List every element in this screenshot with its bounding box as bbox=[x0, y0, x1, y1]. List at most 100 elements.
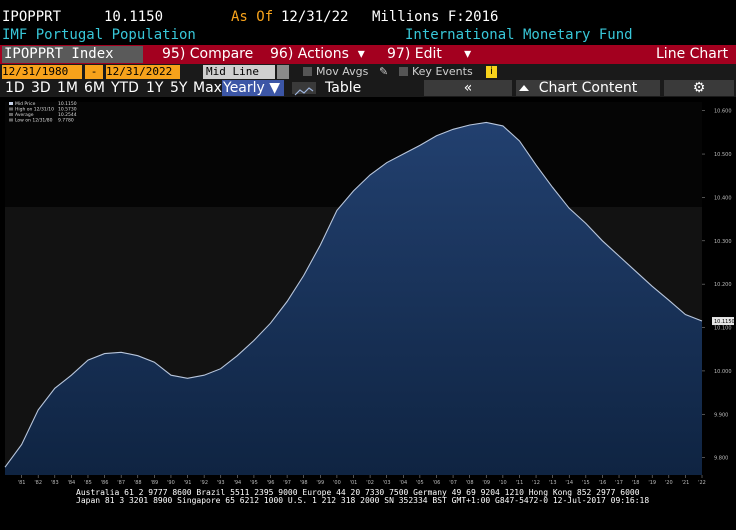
expand-up-icon[interactable] bbox=[519, 85, 529, 91]
x-tick-label: '85 bbox=[84, 480, 92, 486]
x-tick-label: '81 bbox=[18, 480, 26, 486]
x-tick-label: '86 bbox=[101, 480, 109, 486]
y-tick-label: 10.600 bbox=[714, 109, 732, 115]
legend-swatch bbox=[9, 118, 13, 122]
chart-content-button[interactable]: Chart Content bbox=[516, 80, 660, 96]
legend-value: 10.2544 bbox=[58, 112, 77, 118]
frequency-select[interactable]: Yearly ▼ bbox=[222, 80, 284, 96]
period-5y[interactable]: 5Y bbox=[170, 80, 188, 96]
last-value: 10.1150 bbox=[104, 9, 164, 25]
mov-avgs-checkbox[interactable] bbox=[303, 67, 312, 76]
chart-icon[interactable] bbox=[292, 82, 316, 96]
y-tick-label: 10.300 bbox=[714, 239, 732, 245]
x-tick-label: '89 bbox=[150, 480, 158, 486]
x-tick-label: '13 bbox=[549, 480, 557, 486]
pen-icon[interactable]: ✎ bbox=[379, 65, 389, 78]
date-separator: - bbox=[85, 65, 103, 79]
chart-area: '81 '82 '83 '84 '85 '86 '87 '88 '89 '90 '91 '92 '93 '… bbox=[0, 97, 736, 487]
x-tick-label: '01 bbox=[350, 480, 358, 486]
y-tick-label: 9.800 bbox=[714, 456, 728, 462]
last-price-tag bbox=[712, 317, 734, 326]
source-label: International Monetary Fund bbox=[405, 27, 633, 43]
x-tick-label: '91 bbox=[184, 480, 192, 486]
period-3d[interactable]: 3D bbox=[31, 80, 51, 96]
key-events-checkbox[interactable] bbox=[399, 67, 408, 76]
ticker: IPOPPRT bbox=[2, 9, 62, 25]
legend-label: Low on 12/31/80 bbox=[15, 118, 53, 124]
period-1y[interactable]: 1Y bbox=[146, 80, 164, 96]
legend-swatch bbox=[9, 107, 13, 111]
period-ytd[interactable]: YTD bbox=[111, 80, 139, 96]
index-field[interactable]: IPOPPRT Index bbox=[2, 46, 143, 63]
series-area bbox=[5, 122, 702, 476]
x-tick-label: '12 bbox=[532, 480, 540, 486]
legend-value: 10.1150 bbox=[58, 101, 77, 107]
gear-icon[interactable]: ⚙ bbox=[664, 80, 734, 96]
start-date-input[interactable]: 12/31/1980 bbox=[2, 65, 82, 79]
period-max[interactable]: Max bbox=[193, 80, 222, 96]
key-events-label: Key Events bbox=[412, 65, 473, 78]
x-tick-label: '98 bbox=[300, 480, 308, 486]
legend-swatch bbox=[9, 113, 13, 116]
x-tick-label: '99 bbox=[316, 480, 324, 486]
x-tick-label: '21 bbox=[682, 480, 690, 486]
chart-type-label[interactable]: Line Chart bbox=[656, 46, 729, 62]
x-tick-label: '11 bbox=[516, 480, 524, 486]
as-of-date: 12/31/22 bbox=[281, 9, 349, 25]
x-tick-label: '06 bbox=[433, 480, 441, 486]
x-tick-label: '93 bbox=[217, 480, 225, 486]
as-of-label: As Of bbox=[231, 9, 274, 25]
y-tick-label: 9.900 bbox=[714, 412, 728, 418]
x-tick-label: '07 bbox=[449, 480, 457, 486]
x-tick-label: '09 bbox=[482, 480, 490, 486]
series-title: IMF Portugal Population bbox=[2, 27, 196, 43]
period-6m[interactable]: 6M bbox=[84, 80, 105, 96]
legend-value: 10.5730 bbox=[58, 107, 77, 113]
legend-swatch bbox=[9, 102, 13, 105]
y-tick-label: 10.100 bbox=[714, 326, 732, 332]
legend-label: High on 12/31/10 bbox=[15, 107, 54, 113]
x-tick-label: '84 bbox=[68, 480, 76, 486]
legend-label: Mid Price bbox=[15, 101, 36, 107]
x-tick-label: '18 bbox=[632, 480, 640, 486]
x-tick-label: '04 bbox=[399, 480, 407, 486]
field-select[interactable]: Mid Line bbox=[203, 65, 275, 79]
period-1d[interactable]: 1D bbox=[5, 80, 25, 96]
x-tick-label: '10 bbox=[499, 480, 507, 486]
last-price-label: 10.1150 bbox=[714, 319, 735, 325]
series-line bbox=[4, 121, 703, 468]
table-button[interactable]: Table bbox=[325, 80, 362, 96]
x-tick-label: '97 bbox=[283, 480, 291, 486]
legend-label: Average bbox=[15, 112, 34, 118]
x-tick-label: '96 bbox=[267, 480, 275, 486]
x-tick-label: '87 bbox=[117, 480, 125, 486]
x-tick-label: '88 bbox=[134, 480, 142, 486]
x-tick-label: '00 bbox=[333, 480, 341, 486]
date-row bbox=[0, 64, 736, 80]
x-tick-label: '22 bbox=[698, 480, 706, 486]
legend-value: 9.7780 bbox=[58, 118, 74, 124]
edit-button[interactable]: 97) Edit ▾ bbox=[387, 46, 472, 62]
x-tick-label: '83 bbox=[51, 480, 59, 486]
x-tick-label: '08 bbox=[466, 480, 474, 486]
chevron-down-icon: ▾ bbox=[464, 46, 472, 62]
collapse-button[interactable]: « bbox=[424, 80, 512, 96]
x-tick-label: '94 bbox=[233, 480, 241, 486]
footer-status: Japan 81 3 3201 8900 Singapore 65 6212 1… bbox=[76, 496, 650, 505]
period-1m[interactable]: 1M bbox=[57, 80, 78, 96]
compare-button[interactable]: 95) Compare bbox=[162, 46, 254, 62]
y-tick-label: 10.200 bbox=[714, 282, 732, 288]
chevron-down-icon: ▾ bbox=[357, 46, 365, 62]
x-tick-label: '92 bbox=[200, 480, 208, 486]
actions-button[interactable]: 96) Actions ▾ bbox=[270, 46, 365, 62]
end-date-input[interactable]: 12/31/2022 bbox=[106, 65, 180, 79]
x-tick-label: '03 bbox=[383, 480, 391, 486]
x-tick-label: '02 bbox=[366, 480, 374, 486]
units-label: Millions F:2016 bbox=[372, 9, 499, 25]
info-icon[interactable]: i bbox=[486, 66, 497, 78]
x-tick-label: '15 bbox=[582, 480, 590, 486]
x-tick-label: '82 bbox=[34, 480, 42, 486]
x-tick-label: '05 bbox=[416, 480, 424, 486]
chevron-down-icon[interactable] bbox=[277, 65, 289, 79]
x-tick-label: '14 bbox=[565, 480, 573, 486]
